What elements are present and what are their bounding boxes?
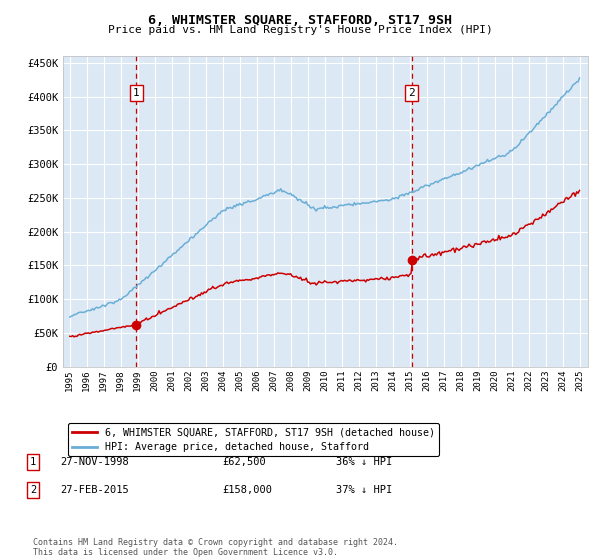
Legend: 6, WHIMSTER SQUARE, STAFFORD, ST17 9SH (detached house), HPI: Average price, det: 6, WHIMSTER SQUARE, STAFFORD, ST17 9SH (… (68, 423, 439, 456)
Text: 1: 1 (30, 457, 36, 467)
Text: £62,500: £62,500 (222, 457, 266, 467)
Text: £158,000: £158,000 (222, 485, 272, 495)
Text: Contains HM Land Registry data © Crown copyright and database right 2024.
This d: Contains HM Land Registry data © Crown c… (33, 538, 398, 557)
Text: 27-NOV-1998: 27-NOV-1998 (60, 457, 129, 467)
Text: 2: 2 (30, 485, 36, 495)
Text: 37% ↓ HPI: 37% ↓ HPI (336, 485, 392, 495)
Text: Price paid vs. HM Land Registry's House Price Index (HPI): Price paid vs. HM Land Registry's House … (107, 25, 493, 35)
Text: 27-FEB-2015: 27-FEB-2015 (60, 485, 129, 495)
Text: 6, WHIMSTER SQUARE, STAFFORD, ST17 9SH: 6, WHIMSTER SQUARE, STAFFORD, ST17 9SH (148, 14, 452, 27)
Text: 1: 1 (133, 88, 140, 98)
Text: 2: 2 (408, 88, 415, 98)
Text: 36% ↓ HPI: 36% ↓ HPI (336, 457, 392, 467)
